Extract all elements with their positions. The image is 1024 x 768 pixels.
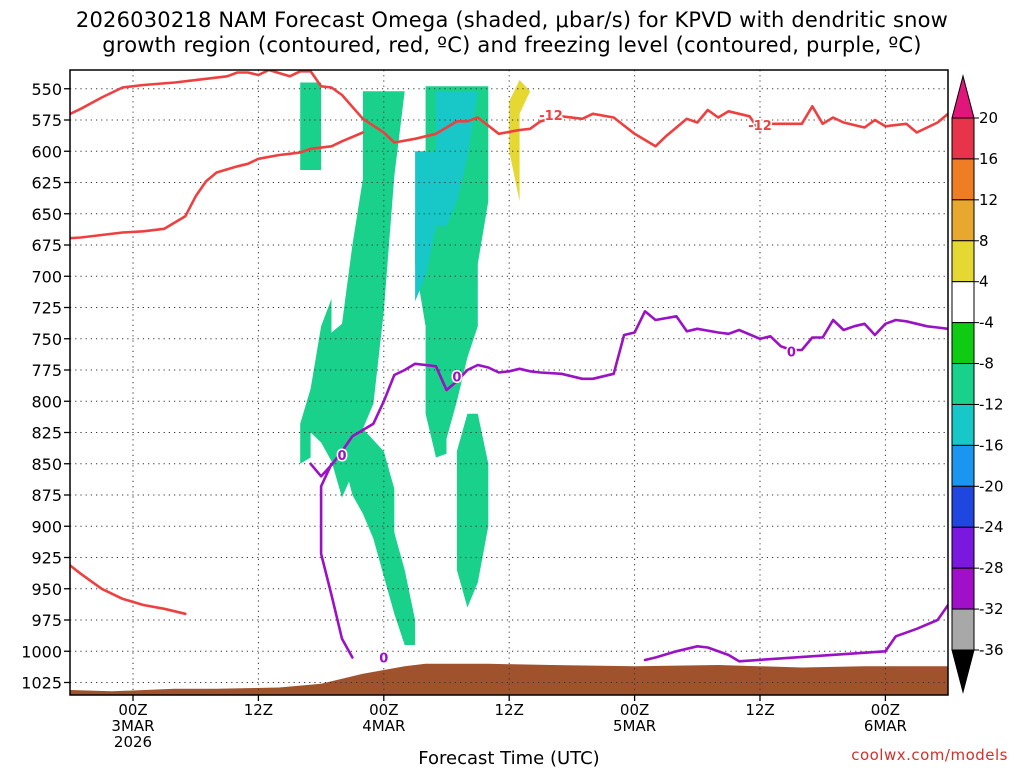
x-tick-label: 00Z: [871, 701, 900, 719]
colorbar-label: 20: [979, 109, 998, 127]
omega-region-9: [509, 80, 531, 202]
colorbar-label: 16: [979, 150, 998, 168]
ground-layer: [70, 663, 948, 695]
omega-region-5: [456, 413, 489, 608]
y-tick-label: 950: [31, 580, 62, 599]
x-axis-label: Forecast Time (UTC): [418, 748, 599, 768]
contour-label: 0: [337, 449, 346, 464]
chart-title-line-2: growth region (contoured, red, ºC) and f…: [102, 33, 922, 57]
y-tick-label: 1000: [21, 642, 62, 661]
colorbar-label: -16: [979, 436, 1004, 454]
x-tick-label: 2026: [114, 733, 152, 751]
contour-label: -12: [539, 109, 563, 124]
contour-label: -12: [748, 119, 772, 134]
y-tick-label: 875: [31, 486, 62, 505]
y-tick-label: 650: [31, 205, 62, 224]
y-tick-label: 1025: [21, 674, 62, 693]
colorbar-label: -28: [979, 559, 1004, 577]
omega-region-1: [300, 82, 322, 170]
colorbar-band: [951, 526, 975, 569]
colorbar-label: -8: [979, 355, 994, 373]
y-tick-label: 975: [31, 611, 62, 630]
x-tick-label: 5MAR: [613, 717, 656, 735]
colorbar-band: [951, 199, 975, 242]
colorbar-label: -24: [979, 518, 1004, 536]
colorbar-band: [951, 240, 975, 283]
colorbar-band: [951, 322, 975, 365]
y-tick-label: 925: [31, 549, 62, 568]
y-tick-label: 550: [31, 80, 62, 99]
colorbar-label: 8: [979, 232, 989, 250]
contour-label: 0: [452, 370, 461, 385]
colorbar-band: [951, 117, 975, 160]
colorbar-label: 12: [979, 191, 998, 209]
x-tick-label: 4MAR: [362, 717, 405, 735]
x-tick-label: 12Z: [244, 701, 273, 719]
axes: 550 575 600 625 650 675 700 725 750 775 800 825 850 8…: [21, 69, 949, 751]
x-tick-label: 00Z: [620, 701, 649, 719]
contour-label: 0: [379, 652, 388, 667]
colorbar-label: -36: [979, 641, 1004, 659]
ground-surface: [70, 663, 948, 695]
grid-lines: [70, 70, 948, 695]
contour-label: -18: [6, 118, 30, 133]
y-tick-label: 775: [31, 361, 62, 380]
y-tick-label: 825: [31, 424, 62, 443]
y-tick-label: 625: [31, 174, 62, 193]
x-tick-label: 3MAR: [111, 717, 154, 735]
x-tick-label: 00Z: [118, 701, 147, 719]
y-tick-label: 600: [31, 142, 62, 161]
y-tick-label: 575: [31, 111, 62, 130]
omega-region-6: [436, 91, 478, 227]
omega-region-2: [300, 91, 405, 498]
dgz-contour-bottom: [70, 563, 187, 616]
contours: -18 -12 -12 0 0 0 0: [6, 70, 948, 668]
freezing-level-drop: [319, 462, 354, 659]
dgz-contour-lower: [70, 131, 365, 240]
y-tick-label: 675: [31, 236, 62, 255]
colorbar-label: 4: [979, 273, 989, 291]
freezing-level-surface: [643, 603, 948, 663]
x-tick-label: 12Z: [745, 701, 774, 719]
omega-region-7: [415, 151, 436, 302]
colorbar: 20 16 12 8 4 -4 -8 -12 -16 -20 -24 -28 -32 -36: [951, 74, 1004, 694]
colorbar-top-arrow: [951, 74, 975, 119]
colorbar-band: [951, 363, 975, 405]
x-tick-label: 00Z: [369, 701, 398, 719]
omega-shading: [70, 80, 531, 645]
y-tick-label: 725: [31, 299, 62, 318]
colorbar-label: -32: [979, 600, 1004, 618]
y-tick-label: 750: [31, 330, 62, 349]
y-tick-label: 850: [31, 455, 62, 474]
colorbar-bottom-arrow: [951, 649, 975, 694]
colorbar-band: [951, 485, 975, 528]
y-tick-label: 900: [31, 517, 62, 536]
colorbar-band: [951, 444, 975, 487]
colorbar-band: [951, 403, 975, 446]
x-tick-label: 6MAR: [864, 717, 907, 735]
chart-title-line-1: 2026030218 NAM Forecast Omega (shaded, μ…: [75, 8, 949, 32]
colorbar-band: [951, 567, 975, 610]
y-tick-label: 700: [31, 267, 62, 286]
site-credit[interactable]: coolwx.com/models: [851, 746, 1008, 764]
x-tick-label: 12Z: [495, 701, 524, 719]
colorbar-band: [951, 608, 975, 651]
colorbar-band: [951, 281, 975, 324]
omega-region-4: [331, 413, 416, 645]
colorbar-label: -20: [979, 477, 1004, 495]
freezing-level-contour: [309, 309, 948, 478]
dgz-contour-upper: [70, 70, 948, 148]
colorbar-label: -12: [979, 395, 1004, 413]
contour-label: 0: [787, 345, 796, 360]
colorbar-label: -4: [979, 314, 994, 332]
y-tick-label: 800: [31, 392, 62, 411]
colorbar-band: [951, 158, 975, 201]
